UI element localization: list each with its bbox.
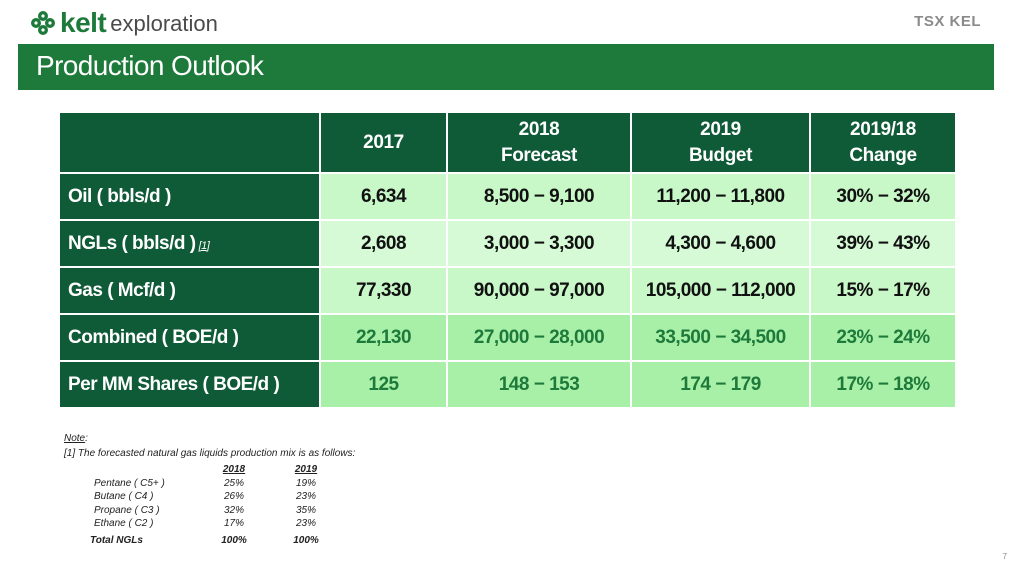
row-label: Per MM Shares ( BOE/d )	[58, 360, 321, 409]
table-cell: 8,500 − 9,100	[446, 172, 632, 221]
table-cell: 11,200 − 11,800	[630, 172, 811, 221]
ngl-mix-total-value: 100%	[221, 534, 247, 546]
table-cell: 27,000 − 28,000	[446, 313, 632, 362]
table-cell: 39% − 43%	[809, 219, 957, 268]
row-label-text: Oil ( bbls/d )	[68, 185, 171, 207]
row-label: Oil ( bbls/d )	[58, 172, 321, 221]
table-cell: 174 − 179	[630, 360, 811, 409]
column-header-change: 2019/18 Change	[809, 111, 957, 174]
ngl-mix-row: Ethane ( C2 ) 17% 23%	[88, 517, 342, 531]
ngl-mix-name: Propane ( C3 )	[94, 504, 160, 516]
ngl-mix-value: 19%	[295, 477, 316, 489]
ngl-mix-total-value: 100%	[293, 534, 319, 546]
ngl-mix-value: 23%	[295, 518, 316, 529]
table-cell: 105,000 − 112,000	[630, 266, 811, 315]
exchange-logo: TSX KEL	[914, 13, 981, 30]
table-cell: 125	[319, 360, 448, 409]
ngl-mix-name: Butane ( C4 )	[94, 491, 154, 502]
table-cell: 22,130	[319, 313, 448, 362]
ngl-mix-header: 2018 2019	[88, 463, 342, 477]
row-label-text: Per MM Shares ( BOE/d )	[68, 373, 280, 395]
table-cell: 33,500 − 34,500	[630, 313, 811, 362]
table-cell: 77,330	[319, 266, 448, 315]
ngl-mix-value: 26%	[223, 491, 244, 502]
footnote-block: Note: [1] The forecasted natural gas liq…	[64, 433, 356, 459]
kelt-clover-icon	[31, 11, 55, 35]
column-header-blank	[58, 111, 321, 174]
production-outlook-table: 2017 2018 Forecast 2019 Budget 2019/18 Chan…	[58, 111, 957, 409]
ngl-mix-col-2018: 2018	[222, 464, 246, 475]
row-label-text: Combined ( BOE/d )	[68, 326, 239, 348]
row-label-text: Gas ( Mcf/d )	[68, 279, 176, 301]
table-header-row: 2017 2018 Forecast 2019 Budget 2019/18 Chan…	[58, 111, 957, 174]
table-row-ngls: NGLs ( bbls/d ) [1] 2,608 3,000 − 3,300 4…	[58, 219, 957, 268]
title-banner: Production Outlook	[18, 44, 994, 90]
ngl-mix-header-blank	[88, 463, 198, 477]
ngl-mix-col-2019: 2019	[294, 464, 318, 475]
row-label-text: NGLs ( bbls/d )	[68, 232, 196, 254]
table-cell: 2,608	[319, 219, 448, 268]
table-cell: 148 − 153	[446, 360, 632, 409]
brand-subtitle: exploration	[110, 11, 218, 36]
row-label: Gas ( Mcf/d )	[58, 266, 321, 315]
ngl-mix-row: Butane ( C4 ) 26% 23%	[88, 490, 342, 504]
table-cell: 90,000 − 97,000	[446, 266, 632, 315]
row-label: Combined ( BOE/d )	[58, 313, 321, 362]
table-row-oil: Oil ( bbls/d ) 6,634 8,500 − 9,100 11,20…	[58, 172, 957, 221]
page-number: 7	[1002, 552, 1007, 561]
ngl-mix-name: Ethane ( C2 )	[94, 518, 154, 529]
column-header-label: 2019 Budget	[688, 118, 753, 166]
table-cell: 17% − 18%	[809, 360, 957, 409]
ngl-mix-row: Pentane ( C5+ ) 25% 19%	[88, 477, 342, 491]
row-label: NGLs ( bbls/d ) [1]	[58, 219, 321, 268]
table-cell: 30% − 32%	[809, 172, 957, 221]
column-header-2018: 2018 Forecast	[446, 111, 632, 174]
note-line: [1] The forecasted natural gas liquids p…	[64, 448, 356, 459]
table-cell: 3,000 − 3,300	[446, 219, 632, 268]
ngl-mix-row: Propane ( C3 ) 32% 35%	[88, 504, 342, 518]
page-title: Production Outlook	[36, 50, 264, 81]
ngl-mix-name: Pentane ( C5+ )	[94, 477, 165, 489]
ngl-mix-value: 35%	[295, 504, 316, 516]
table-row-per-share: Per MM Shares ( BOE/d ) 125 148 − 153 17…	[58, 360, 957, 409]
ngl-mix-table: 2018 2019 Pentane ( C5+ ) 25% 19% Butane…	[88, 463, 342, 547]
table-cell: 23% − 24%	[809, 313, 957, 362]
ngl-mix-value: 25%	[223, 477, 244, 489]
ngl-mix-total-name: Total NGLs	[90, 534, 143, 546]
column-header-2017: 2017	[319, 111, 448, 174]
company-logo: kelt exploration	[30, 7, 218, 38]
ngl-mix-value: 17%	[223, 518, 244, 529]
ngl-mix-value: 23%	[295, 491, 316, 502]
note-heading: Note	[64, 433, 86, 444]
ngl-mix-value: 32%	[223, 504, 244, 516]
table-cell: 15% − 17%	[809, 266, 957, 315]
ngl-mix-total-row: Total NGLs 100% 100%	[88, 531, 342, 548]
column-header-label: 2019/18 Change	[849, 118, 917, 166]
table-cell: 6,634	[319, 172, 448, 221]
footnote-marker: [1]	[198, 239, 210, 252]
table-row-gas: Gas ( Mcf/d ) 77,330 90,000 − 97,000 105…	[58, 266, 957, 315]
table-row-combined: Combined ( BOE/d ) 22,130 27,000 − 28,00…	[58, 313, 957, 362]
table-cell: 4,300 − 4,600	[630, 219, 811, 268]
column-header-2019: 2019 Budget	[630, 111, 811, 174]
column-header-label: 2018 Forecast	[500, 118, 577, 166]
column-header-label: 2017	[363, 131, 404, 153]
brand-name: kelt	[60, 7, 107, 38]
